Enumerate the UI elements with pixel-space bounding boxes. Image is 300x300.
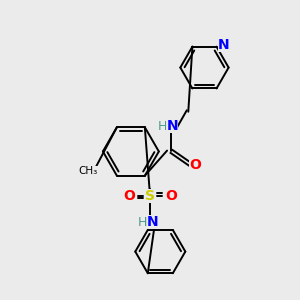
Text: N: N [147, 215, 159, 229]
Text: CH₃: CH₃ [79, 166, 98, 176]
Text: O: O [165, 189, 177, 202]
Text: S: S [145, 189, 155, 202]
Text: H: H [158, 120, 167, 133]
Text: H: H [138, 216, 147, 229]
Text: N: N [166, 119, 178, 134]
Text: O: O [123, 189, 135, 202]
Text: N: N [218, 38, 230, 52]
Text: O: O [189, 158, 201, 172]
